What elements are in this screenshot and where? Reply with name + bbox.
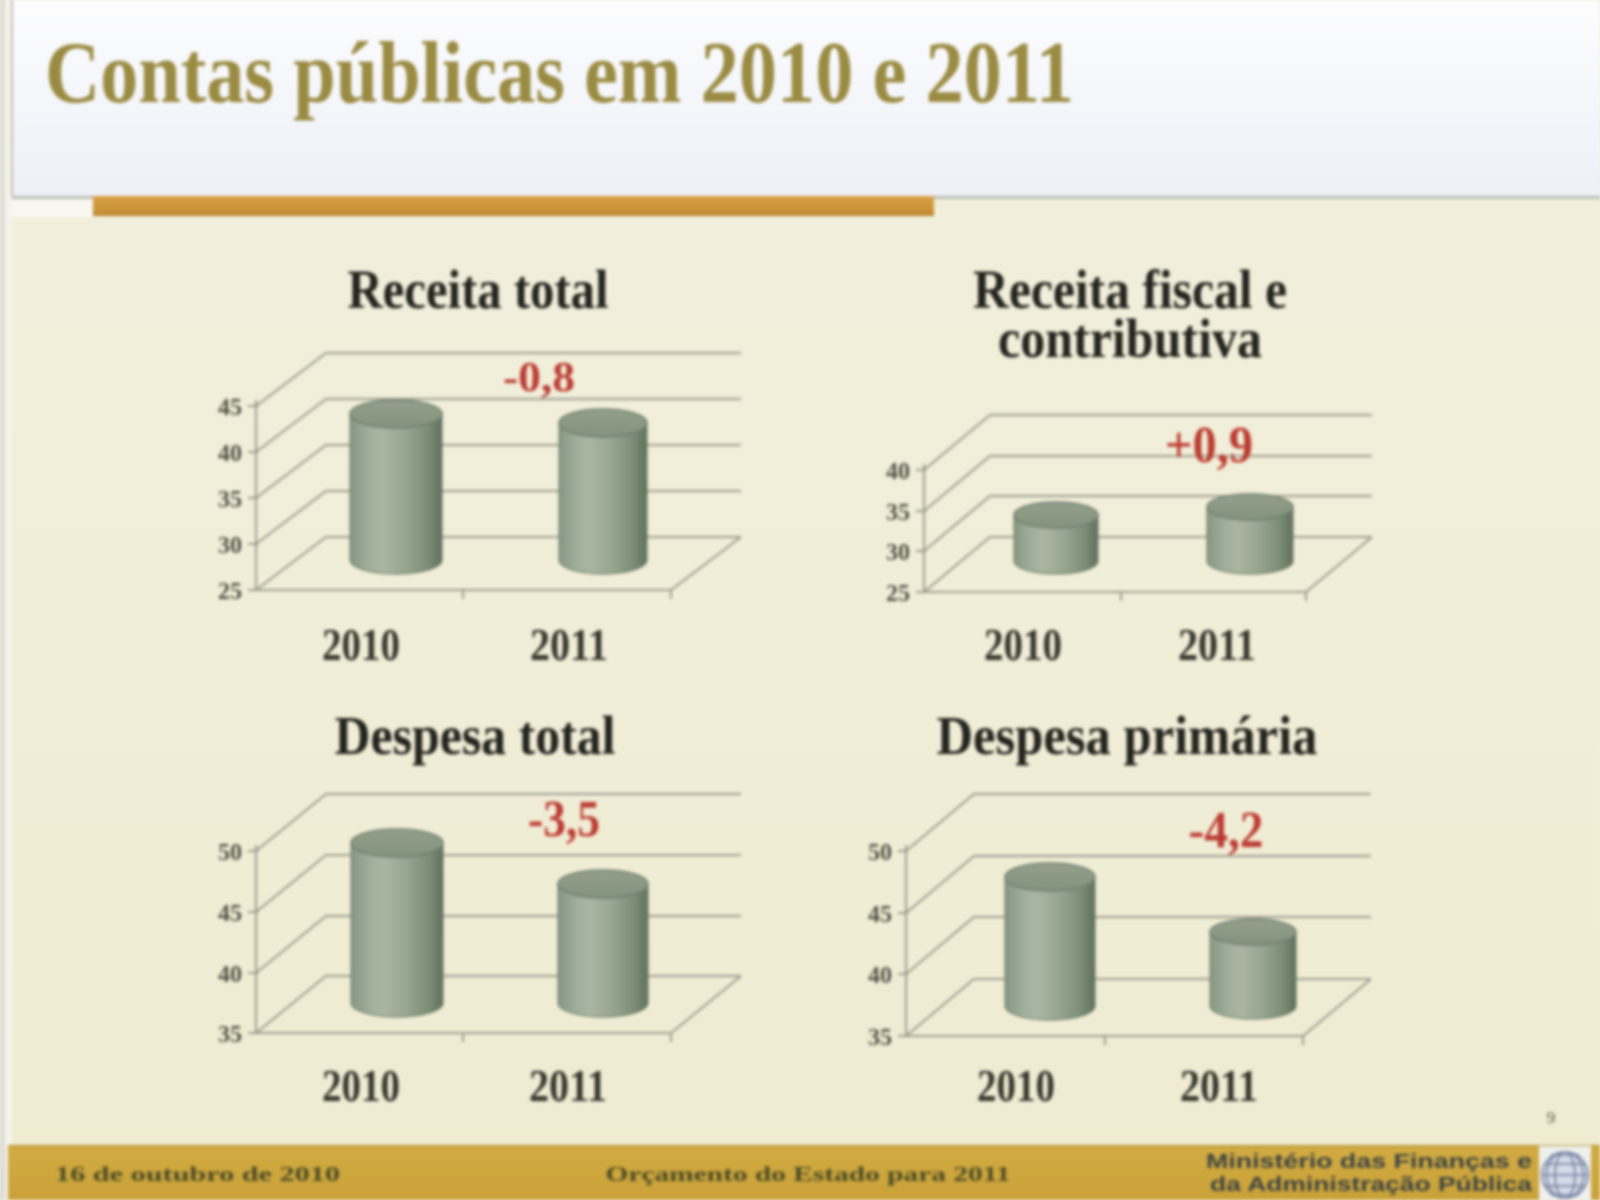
svg-text:+0,9: +0,9: [1165, 417, 1253, 474]
svg-text:2011: 2011: [1180, 1061, 1258, 1111]
svg-text:50: 50: [218, 840, 242, 866]
svg-text:35: 35: [886, 500, 910, 526]
svg-text:9: 9: [1547, 1108, 1556, 1127]
svg-text:contributiva: contributiva: [998, 308, 1262, 369]
svg-text:35: 35: [218, 1022, 242, 1048]
svg-text:40: 40: [218, 962, 242, 988]
svg-text:Despesa total: Despesa total: [335, 705, 616, 766]
svg-text:40: 40: [218, 441, 242, 467]
svg-text:25: 25: [886, 581, 910, 607]
svg-text:16 de outubro de 2010: 16 de outubro de 2010: [55, 1162, 340, 1186]
svg-text:Ministério das Finanças e: Ministério das Finanças e: [1206, 1151, 1532, 1173]
svg-text:Receita total: Receita total: [348, 259, 609, 320]
svg-text:Despesa primária: Despesa primária: [937, 705, 1318, 766]
svg-text:2011: 2011: [529, 1061, 607, 1111]
svg-text:-0,8: -0,8: [503, 355, 575, 401]
svg-text:da Administração Pública: da Administração Pública: [1210, 1174, 1533, 1196]
svg-text:50: 50: [868, 840, 892, 866]
svg-text:30: 30: [886, 540, 910, 566]
svg-text:Orçamento do Estado para 2011: Orçamento do Estado para 2011: [606, 1162, 1011, 1186]
svg-text:-4,2: -4,2: [1189, 802, 1264, 859]
svg-text:2011: 2011: [1178, 620, 1256, 670]
svg-text:35: 35: [218, 487, 242, 513]
svg-text:2010: 2010: [322, 1061, 400, 1111]
svg-text:30: 30: [218, 533, 242, 559]
svg-text:25: 25: [218, 579, 242, 605]
svg-text:2010: 2010: [984, 620, 1062, 670]
svg-text:2011: 2011: [530, 620, 608, 670]
svg-text:45: 45: [218, 395, 242, 421]
svg-text:40: 40: [868, 963, 892, 989]
svg-text:45: 45: [218, 901, 242, 927]
svg-text:-3,5: -3,5: [528, 791, 600, 848]
svg-text:45: 45: [868, 902, 892, 928]
svg-text:2010: 2010: [322, 620, 400, 670]
svg-text:35: 35: [868, 1025, 892, 1051]
svg-text:2010: 2010: [977, 1061, 1055, 1111]
svg-text:40: 40: [886, 459, 910, 485]
svg-text:Receita fiscal e: Receita fiscal e: [973, 259, 1287, 320]
svg-text:Contas públicas em 2010 e 2011: Contas públicas em 2010 e 2011: [45, 25, 1074, 122]
